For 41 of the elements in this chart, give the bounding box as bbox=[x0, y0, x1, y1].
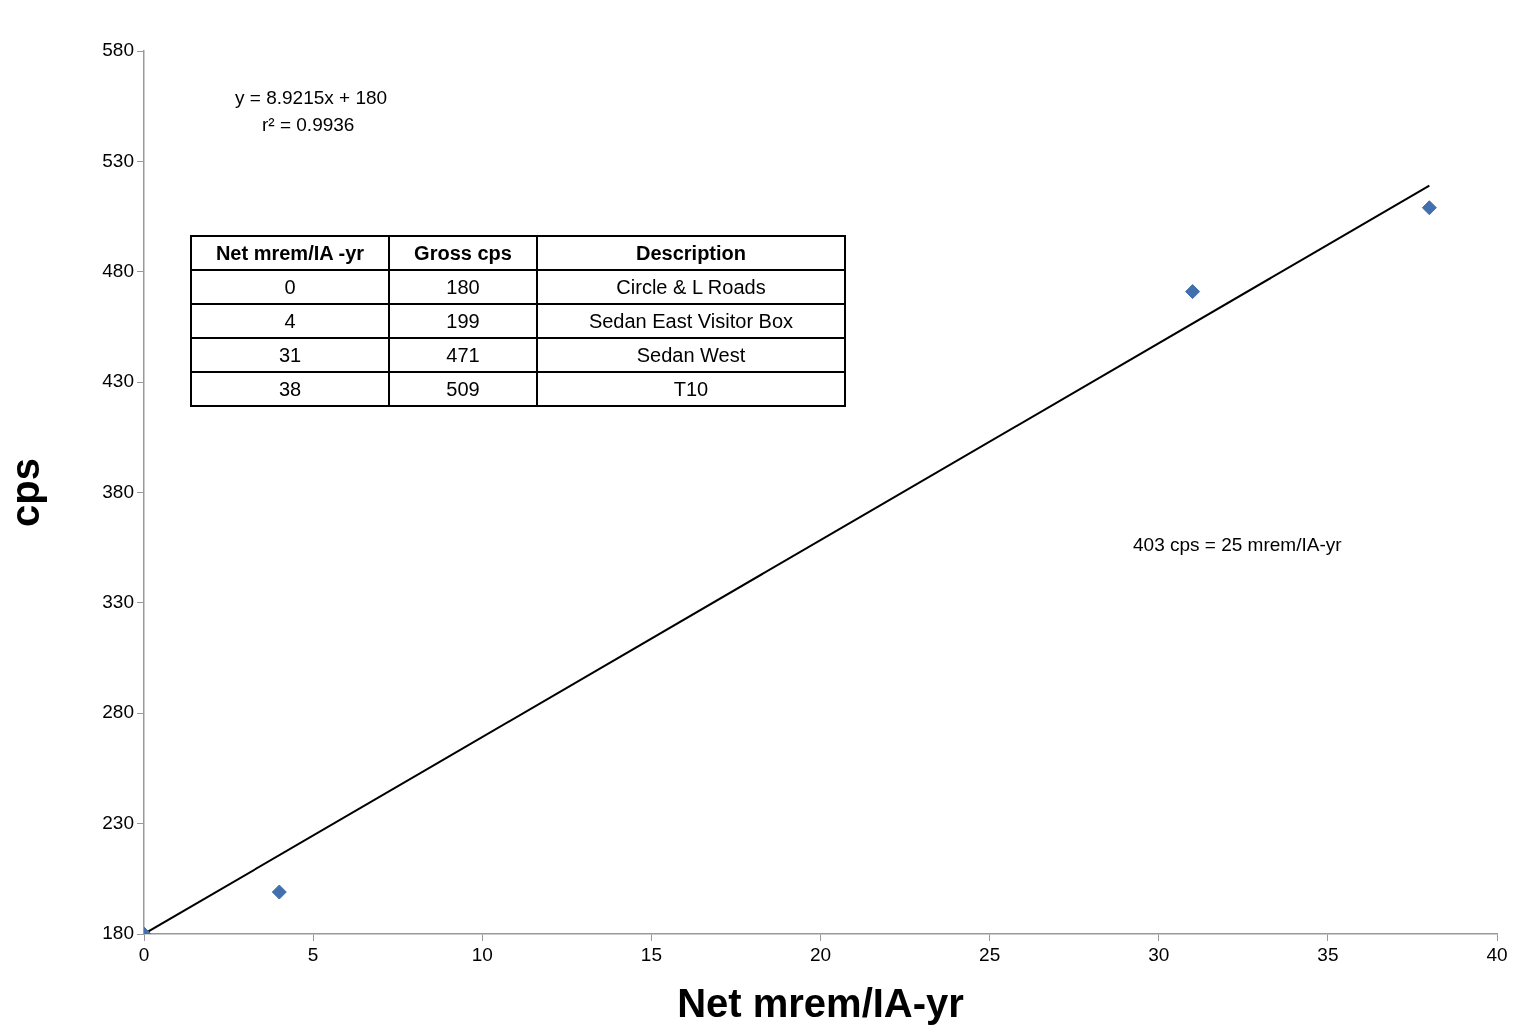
y-tick-label: 380 bbox=[102, 480, 134, 502]
point bbox=[1185, 284, 1201, 300]
annotation: Description bbox=[537, 236, 845, 270]
y-tick-label: 480 bbox=[102, 259, 134, 281]
x-tick-label: 35 bbox=[1317, 943, 1339, 965]
annotation: 38 bbox=[191, 372, 389, 406]
annotation: 509 bbox=[389, 372, 537, 406]
point bbox=[271, 884, 287, 900]
x-tick-label: 10 bbox=[471, 943, 493, 965]
x-tick-label: 5 bbox=[307, 943, 319, 965]
y-tick-label: 330 bbox=[102, 591, 134, 613]
annotation: 4 bbox=[191, 304, 389, 338]
annotation: Sedan West bbox=[537, 338, 845, 372]
annotation: 0 bbox=[191, 270, 389, 304]
annotation: 180 bbox=[389, 270, 537, 304]
y-tick-label: 180 bbox=[102, 922, 134, 944]
annotation: r² = 0.9936 bbox=[262, 114, 355, 136]
y-tick-label: 530 bbox=[102, 149, 134, 171]
annotation: 31 bbox=[191, 338, 389, 372]
y-tick-label: 430 bbox=[102, 370, 134, 392]
y-tick-label: 280 bbox=[102, 701, 134, 723]
x-tick-label: 30 bbox=[1148, 943, 1170, 965]
point bbox=[1421, 200, 1437, 216]
annotation: Gross cps bbox=[389, 236, 537, 270]
annotation: y = 8.9215x + 180 bbox=[235, 87, 388, 109]
y-axis-title: cps bbox=[3, 458, 48, 527]
annotation: Circle & L Roads bbox=[537, 270, 845, 304]
y-tick-label: 230 bbox=[102, 811, 134, 833]
x-tick-label: 25 bbox=[979, 943, 1001, 965]
x-tick-label: 20 bbox=[809, 943, 832, 965]
annotation: Sedan East Visitor Box bbox=[537, 304, 845, 338]
x-axis-title: Net mrem/IA-yr bbox=[677, 981, 964, 1026]
annotation: T10 bbox=[537, 372, 845, 406]
x-tick-label: 15 bbox=[640, 943, 662, 965]
x-tick-label: 0 bbox=[138, 943, 150, 965]
annotation: 471 bbox=[389, 338, 537, 372]
annotation: 403 cps = 25 mrem/IA-yr bbox=[1133, 534, 1342, 556]
x-tick-label: 40 bbox=[1486, 943, 1508, 965]
annotation: Net mrem/IA -yr bbox=[191, 236, 389, 270]
y-tick-label: 580 bbox=[102, 39, 134, 61]
annotation: 199 bbox=[389, 304, 537, 338]
